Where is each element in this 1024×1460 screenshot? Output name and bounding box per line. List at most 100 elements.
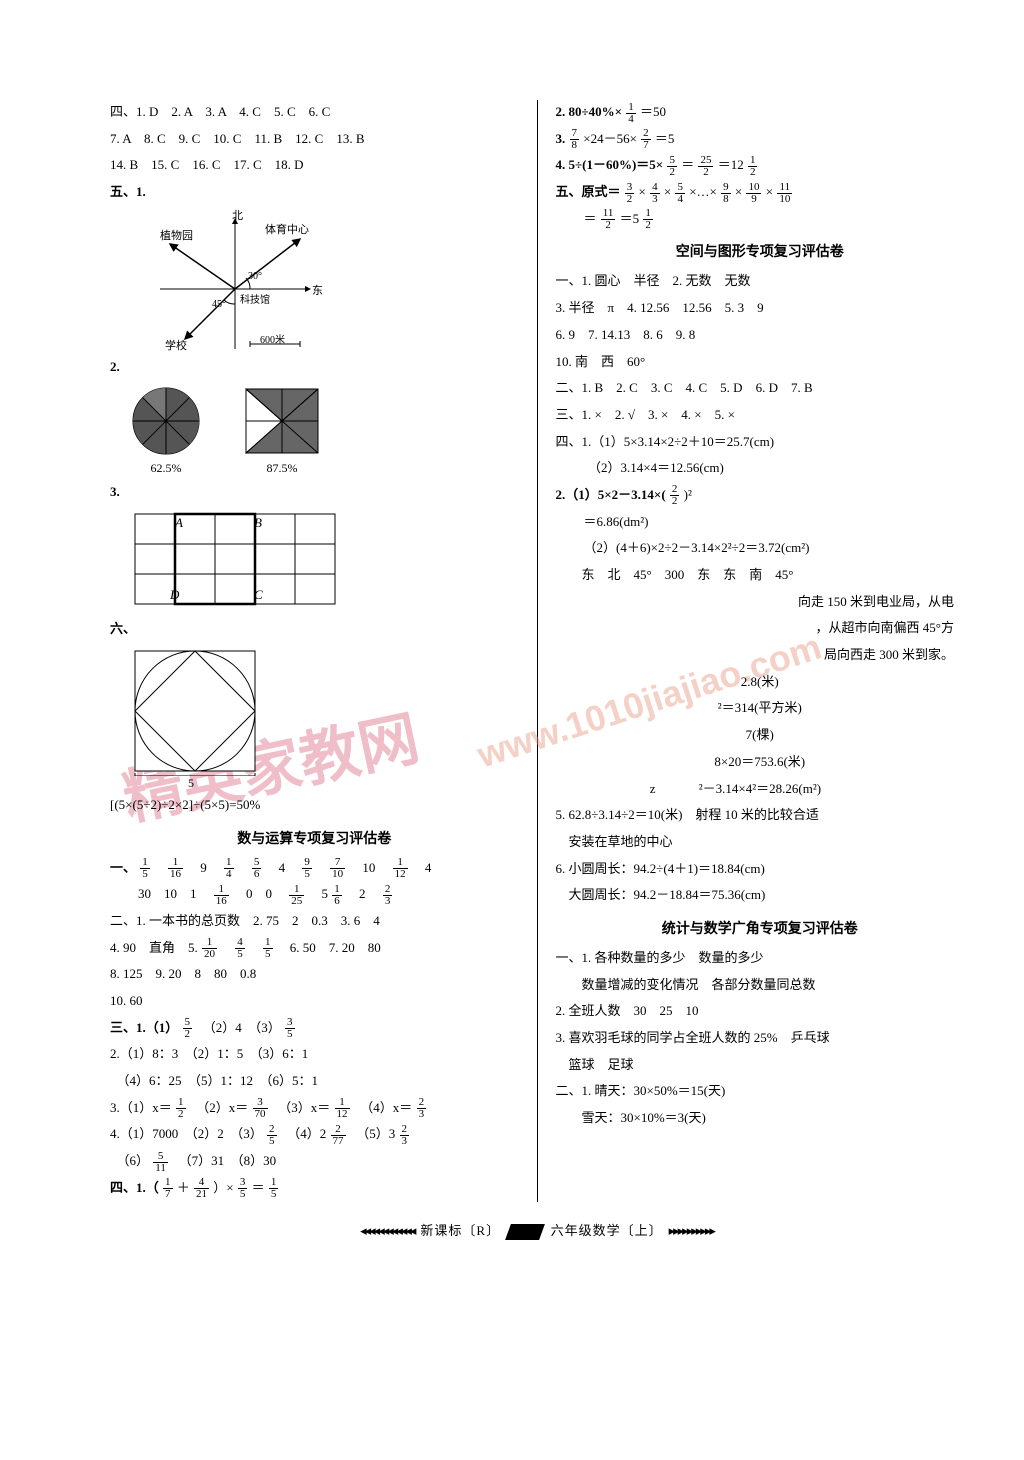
circle-square-diagram: 5 (130, 646, 519, 791)
txt: ＝12 (718, 157, 744, 172)
s2-6: 6. 9 7. 14.13 8. 6 9. 8 (556, 323, 965, 348)
two-column-layout: 四、1. D 2. A 3. A 4. C 5. C 6. C 7. A 8. … (110, 100, 964, 1202)
r5b: ＝ 112 ＝5 12 (556, 207, 965, 232)
s2-1: 一、1. 圆心 半径 2. 无数 无数 (556, 269, 965, 294)
compass-sw: 学校 (165, 337, 187, 353)
er-row1: 二、1. 一本书的总页数 2. 75 2 0.3 3. 6 4 (110, 909, 519, 934)
compass-ne: 体育中心 (265, 221, 309, 237)
txt: 4. 90 直角 5. (110, 940, 201, 955)
r5: 五、原式＝ 32 × 43 × 54 ×…× 98 × 109 × 1110 (556, 180, 965, 205)
footer-diamond-icon (505, 1224, 545, 1240)
txt: ＝ (584, 211, 597, 226)
s2-si2r3: （2）(4＋6)×2÷2－3.14×2²÷2＝3.72(cm²) (556, 536, 965, 561)
s2-5: 5. 62.8÷3.14÷2＝10(米) 射程 10 米的比较合适 (556, 803, 965, 828)
san-row2b: （4）6：25 （5）1：12 （6）5：1 (110, 1069, 519, 1094)
s2-si2r2: ＝6.86(dm²) (556, 510, 965, 535)
pie-row: 62.5% 87.5% (130, 385, 519, 476)
txt: 2. 80÷40%× (556, 104, 623, 119)
ans-row: 14. B 15. C 16. C 17. C 18. D (110, 153, 519, 178)
txt: （5）3 (350, 1126, 396, 1141)
left-column: 四、1. D 2. A 3. A 4. C 5. C 6. C 7. A 8. … (110, 100, 519, 1202)
grid-diagram: A B C D (130, 509, 519, 613)
footer-left: 新课标〔R〕 (360, 1223, 500, 1238)
txt: ＝5 (655, 131, 675, 146)
compass-north: 北 (232, 207, 243, 223)
txt: 3.（1）x＝ (110, 1100, 172, 1115)
txt: ²－3.14×4²＝28.26(m²) (699, 781, 821, 796)
txt: （2）4 （3） (196, 1020, 281, 1035)
s2-w6: 7(棵) (556, 723, 965, 748)
s3-2: 2. 全班人数 30 25 10 (556, 999, 965, 1024)
compass-scale: 600米 (260, 331, 285, 346)
pie-b-svg (242, 385, 322, 457)
section-five-label: 五、1. (110, 180, 519, 205)
txt: 9 (187, 860, 220, 875)
grid-svg (130, 509, 340, 609)
txt: 10 (349, 860, 388, 875)
s2-w5: ²＝314(平方米) (556, 696, 965, 721)
square-formula: [(5×(5÷2)÷2×2]÷(5×5)=50% (110, 793, 519, 818)
pie-a: 62.5% (130, 385, 202, 476)
txt: 2 (346, 886, 379, 901)
san-row4: 4.（1）7000 （2）2 （3） 25 （4）2 277 （5）3 23 (110, 1122, 519, 1147)
txt: × (639, 184, 646, 199)
s2-2: 二、1. B 2. C 3. C 4. C 5. D 6. D 7. B (556, 376, 965, 401)
txt: 4 (266, 860, 299, 875)
s2-w7: 8×20＝753.6(米) (556, 750, 965, 775)
s3-3b: 篮球 足球 (556, 1053, 965, 1078)
txt: z (556, 777, 656, 802)
s2-6b: 6. 小圆周长：94.2÷(4＋1)＝18.84(cm) (556, 857, 965, 882)
ans-row: 7. A 8. C 9. C 10. C 11. B 12. C 13. B (110, 127, 519, 152)
yi-row1: 一、 15 116 9 14 56 4 95 710 10 112 4 (110, 856, 519, 881)
s2-3: 3. 半径 π 4. 12.56 12.56 5. 3 9 (556, 296, 965, 321)
txt: ×24－56× (583, 131, 637, 146)
txt: 2.（1）5×2－3.14×( (556, 487, 666, 502)
txt: ×…× (689, 184, 717, 199)
section-title-3: 统计与数学广角专项复习评估卷 (556, 918, 965, 938)
txt: （4）x＝ (354, 1100, 413, 1115)
page-footer: 新课标〔R〕 六年级数学〔上〕 (110, 1220, 964, 1240)
txt: ＝ (681, 157, 694, 172)
s3-3: 3. 喜欢羽毛球的同学占全班人数的 25% 乒乓球 (556, 1026, 965, 1051)
s3-1b: 数量增减的变化情况 各部分数量同总数 (556, 973, 965, 998)
txt: 三、1.（1） (110, 1020, 178, 1035)
san-row4b: （6） 511 （7）31 （8）30 (110, 1149, 519, 1174)
yi-prefix: 一、 (110, 860, 136, 875)
txt: ）× (213, 1180, 233, 1195)
s2-dir: 东 北 45° 300 东 东 南 45° (556, 563, 965, 588)
s2-si1: 四、1.（1）5×3.14×2÷2＋10＝25.7(cm) (556, 430, 965, 455)
right-column: 2. 80÷40%× 14 ＝50 3. 78 ×24－56× 27 ＝5 4.… (556, 100, 965, 1202)
txt: × (664, 184, 671, 199)
item-6-label: 六、 (110, 617, 519, 642)
txt: 4. 5÷(1－60%)＝5× (556, 157, 664, 172)
txt: （2）x＝ (190, 1100, 249, 1115)
txt: （7）31 （8）30 (172, 1153, 276, 1168)
txt: 30 10 1 (138, 886, 210, 901)
compass-diagram: 北 东 植物园 体育中心 学校 科技馆 30° 45° 600米 (140, 209, 320, 349)
txt: × (766, 184, 773, 199)
column-divider (537, 100, 538, 1202)
txt: 4.（1）7000 （2）2 （3） (110, 1126, 263, 1141)
txt: 五、原式＝ (556, 184, 621, 199)
item-3-label: 3. (110, 480, 519, 505)
er-row4: 4. 90 直角 5. 120 45 15 6. 50 7. 20 80 (110, 936, 519, 961)
txt: 5 (309, 886, 329, 901)
circ-sq-svg (130, 646, 260, 776)
r3: 3. 78 ×24－56× 27 ＝5 (556, 127, 965, 152)
pie-b: 87.5% (242, 385, 322, 476)
txt: × (735, 184, 742, 199)
s2-6c: 大圆周长：94.2－18.84＝75.36(cm) (556, 883, 965, 908)
s2-w3: 局向西走 300 米到家。 (556, 643, 965, 668)
txt: 6. 50 7. 20 80 (277, 940, 381, 955)
si-row1: 四、1.（ 17 ＋ 421 ）× 35 ＝ 15 (110, 1176, 519, 1201)
txt: 3. (556, 131, 569, 146)
r2: 2. 80÷40%× 14 ＝50 (556, 100, 965, 125)
s2-w2: ，从超市向南偏西 45°方 (556, 616, 965, 641)
r4: 4. 5÷(1－60%)＝5× 52 ＝ 252 ＝12 12 (556, 153, 965, 178)
s2-si2: 2.（1）5×2－3.14×( 22 )² (556, 483, 965, 508)
s2-w1: 向走 150 米到电业局，从电 (556, 590, 965, 615)
san-row1: 三、1.（1） 52 （2）4 （3） 35 (110, 1016, 519, 1041)
grid-D: D (170, 587, 179, 603)
txt: 4 (412, 860, 432, 875)
compass-nw: 植物园 (160, 227, 193, 243)
